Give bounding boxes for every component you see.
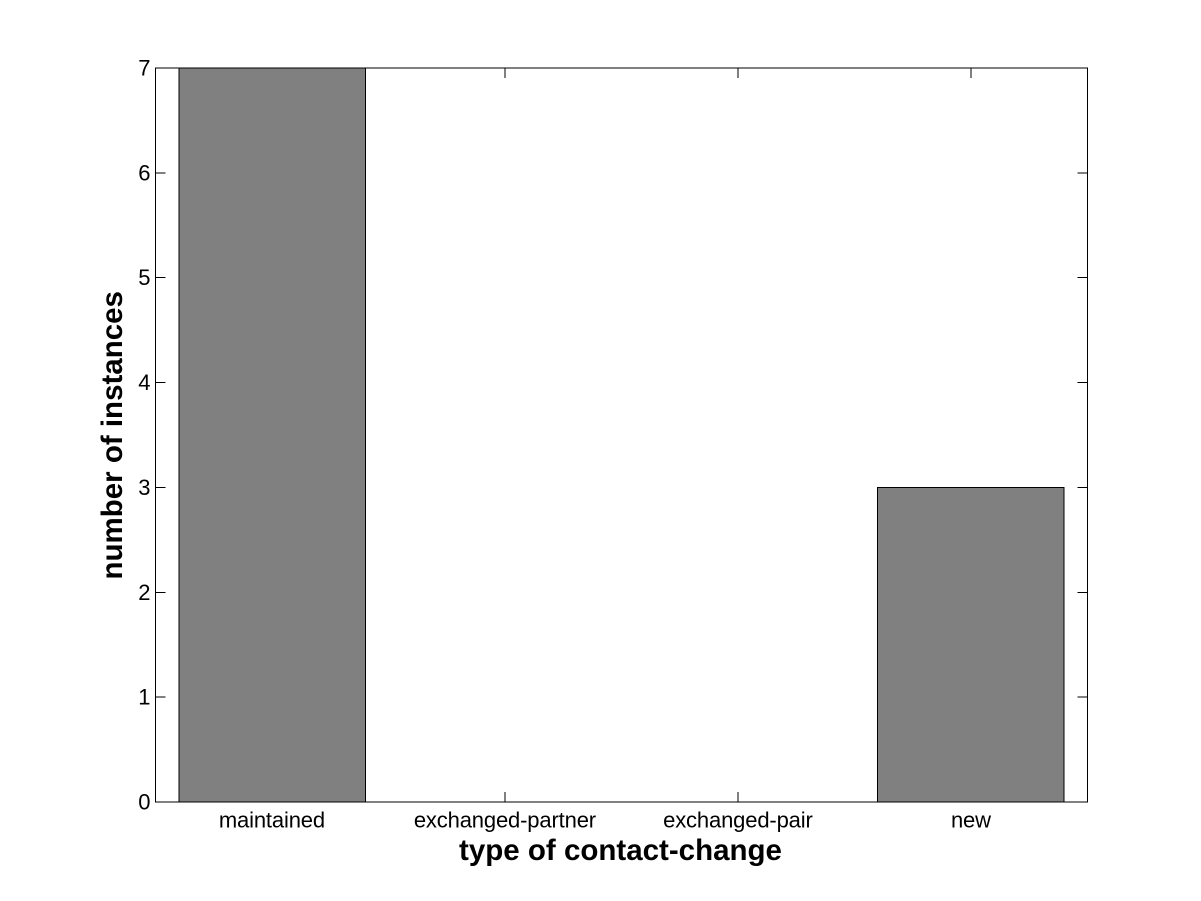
svg-text:3: 3 xyxy=(138,475,150,500)
svg-text:type of contact-change: type of contact-change xyxy=(459,834,782,867)
svg-text:5: 5 xyxy=(138,265,150,290)
svg-text:number of instances: number of instances xyxy=(96,291,129,580)
svg-text:6: 6 xyxy=(138,160,150,185)
svg-text:maintained: maintained xyxy=(219,807,325,832)
svg-text:1: 1 xyxy=(138,685,150,710)
svg-text:7: 7 xyxy=(138,56,150,81)
svg-text:new: new xyxy=(951,807,991,832)
svg-text:0: 0 xyxy=(138,790,150,815)
svg-text:4: 4 xyxy=(138,370,150,395)
svg-text:exchanged-pair: exchanged-pair xyxy=(663,807,813,832)
svg-text:2: 2 xyxy=(138,580,150,605)
svg-text:exchanged-partner: exchanged-partner xyxy=(414,807,596,832)
